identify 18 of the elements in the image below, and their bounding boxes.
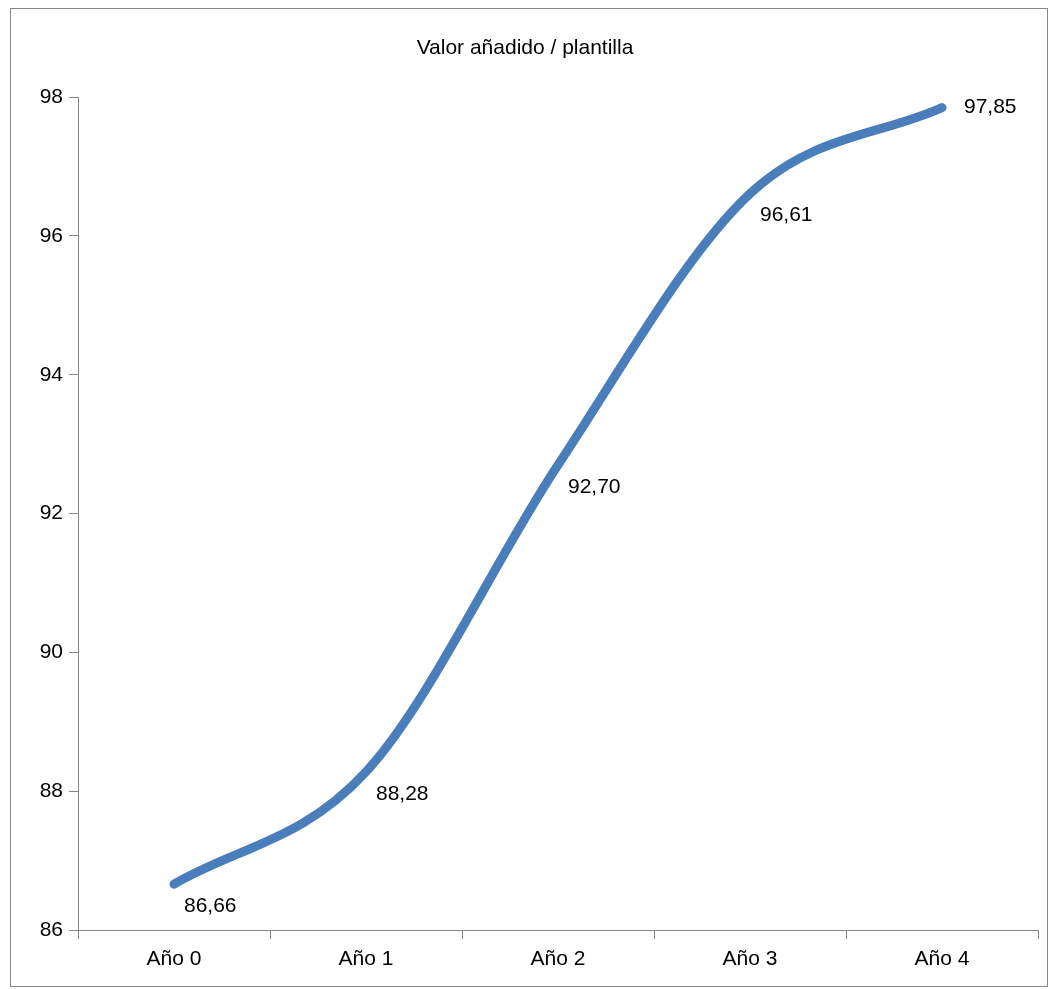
y-tick-label: 92 [39, 500, 63, 524]
data-label: 88,28 [376, 780, 429, 804]
data-label: 92,70 [568, 473, 621, 497]
y-tick-label: 90 [39, 639, 63, 663]
y-tick-label: 96 [39, 222, 63, 246]
data-label: 96,61 [760, 202, 813, 226]
x-tick-label: Año 2 [530, 946, 586, 970]
y-tick-label: 86 [39, 916, 63, 940]
data-label: 86,66 [184, 892, 237, 916]
y-tick-label: 94 [39, 361, 64, 385]
data-label: 97,85 [964, 94, 1017, 118]
x-tick-label: Año 3 [722, 946, 778, 970]
x-tick-label: Año 4 [914, 946, 970, 970]
x-tick-label: Año 1 [338, 946, 394, 970]
y-tick-label: 88 [39, 778, 63, 801]
chart-title: Valor añadido / plantilla [416, 35, 634, 59]
x-tick-label: Año 0 [146, 946, 202, 970]
y-tick-label: 98 [39, 84, 63, 107]
